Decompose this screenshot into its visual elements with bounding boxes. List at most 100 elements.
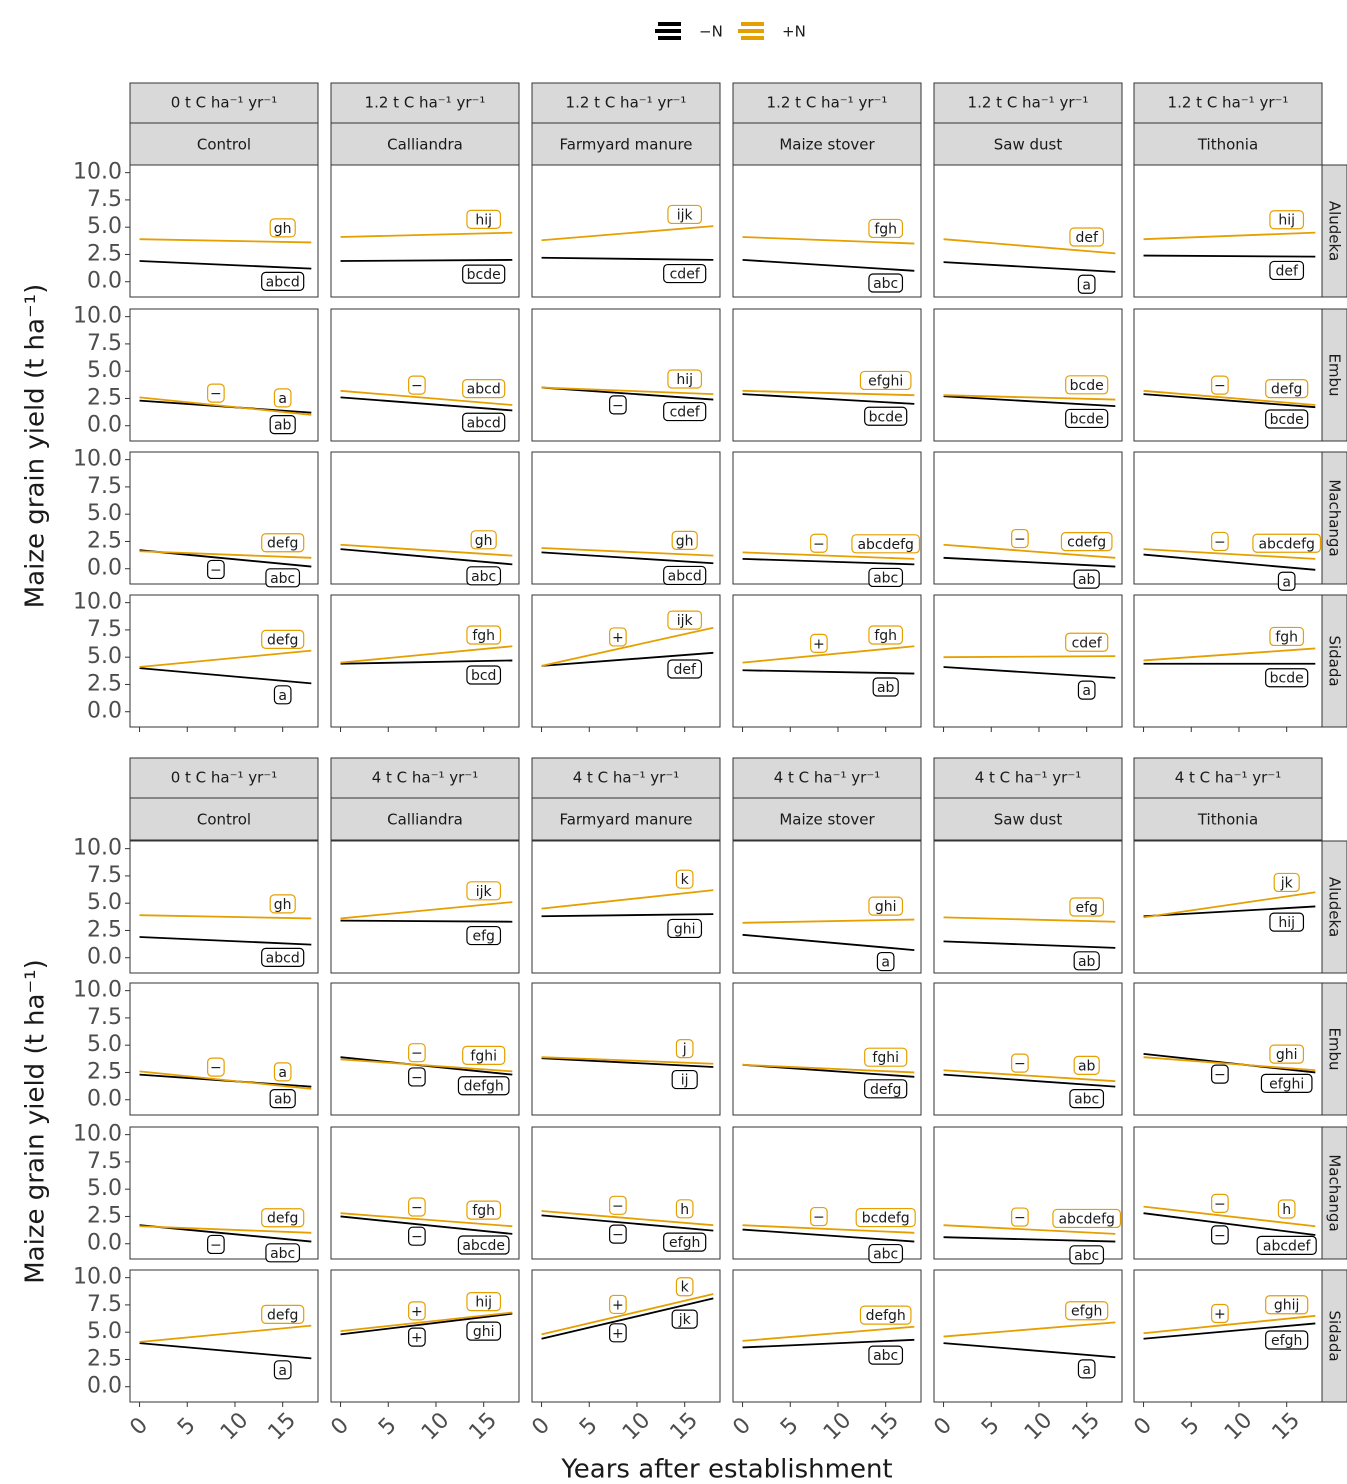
group-letters: j [682, 1042, 687, 1058]
group-letters: fgh [472, 628, 495, 644]
group-letters: def [673, 662, 697, 678]
group-letters-box [671, 1309, 698, 1329]
group-letters-box [1269, 626, 1305, 647]
group-letters: defgh [866, 1308, 906, 1324]
panel [129, 1269, 319, 1403]
row-strip [1321, 982, 1347, 1116]
group-letters-box [1069, 1245, 1105, 1265]
trend-line [541, 913, 714, 918]
trend-line [340, 231, 513, 238]
trend-sign: − [813, 536, 825, 552]
strip-treatment: Tithonia [1197, 136, 1258, 154]
group-letters: abc [873, 1247, 898, 1263]
y-tick-label: 10.0 [73, 590, 122, 615]
trend-sign: − [612, 398, 624, 414]
strip-rate: 0 t C ha⁻¹ yr⁻¹ [171, 769, 278, 787]
x-tick-label: 10 [1020, 1408, 1057, 1445]
y-tick-label: 2.5 [87, 1059, 122, 1084]
group-letters-box [1077, 680, 1096, 700]
group-letters: ij [681, 1073, 689, 1089]
y-tick-label: 2.5 [87, 917, 122, 942]
group-letters-box [667, 659, 703, 679]
trend-line [943, 238, 1116, 255]
strip-rate: 4 t C ha⁻¹ yr⁻¹ [372, 769, 479, 787]
row-strip [1321, 1126, 1347, 1260]
group-letters-box [466, 625, 502, 645]
trend-line [742, 918, 915, 924]
group-letters-box [855, 1207, 916, 1228]
strip-rate: 4 t C ha⁻¹ yr⁻¹ [774, 769, 881, 787]
trend-line [139, 238, 312, 244]
group-letters-box [466, 1292, 502, 1312]
row-label: Machanga [1326, 1154, 1344, 1231]
panel [933, 1269, 1123, 1403]
y-tick-label: 5.0 [87, 644, 122, 669]
y-tick-label: 5.0 [87, 501, 122, 526]
row-strip [1321, 164, 1347, 298]
x-tick-label: 15 [465, 1408, 502, 1445]
group-letters: bcde [1270, 671, 1304, 687]
x-tick-label: 15 [666, 1408, 703, 1445]
group-letters: fgh [472, 1203, 495, 1219]
group-letters-box [273, 1062, 292, 1082]
group-letters: jk [1280, 875, 1294, 891]
group-letters: cdefg [1067, 535, 1106, 551]
group-letters: bcde [467, 267, 501, 283]
group-letters-box [868, 1243, 904, 1264]
group-letters: fgh [874, 221, 897, 237]
trend-line [340, 548, 513, 566]
trend-line [139, 260, 312, 270]
trend-line [139, 936, 312, 946]
group-letters: efgh [669, 1235, 700, 1251]
strip-treatment: Control [197, 811, 251, 829]
y-tick-label: 0.0 [87, 413, 122, 438]
trend-line [1143, 1322, 1316, 1340]
trend-line [541, 1057, 714, 1068]
trend-line [541, 651, 714, 667]
group-letters-box [462, 264, 506, 284]
group-letters: abcdefg [1058, 1211, 1114, 1227]
group-letters: abc [1074, 1248, 1099, 1264]
trend-sign: − [813, 1210, 825, 1226]
group-letters-box [1077, 1359, 1096, 1379]
group-letters-box [1256, 1235, 1317, 1255]
x-tick-label: 10 [819, 1408, 856, 1445]
trend-line [943, 1342, 1116, 1359]
trend-sign-box [609, 1195, 627, 1215]
group-letters-box [1269, 260, 1305, 281]
strip-treatment: Saw dust [994, 136, 1063, 154]
trend-sign: + [813, 636, 825, 652]
group-letters: bcde [1070, 378, 1104, 394]
group-letters-box [667, 204, 703, 225]
group-letters-box [667, 369, 703, 389]
group-letters-box [1073, 951, 1100, 971]
panel [531, 451, 721, 585]
row-label: Sidada [1326, 635, 1344, 686]
group-letters: ghij [1274, 1298, 1300, 1314]
trend-line [1143, 891, 1316, 919]
group-letters-box [466, 209, 502, 229]
trend-line [943, 916, 1116, 923]
group-letters: abcdefg [857, 537, 913, 553]
strip [732, 122, 922, 166]
trend-line [340, 259, 513, 262]
group-letters: efgh [1271, 1333, 1302, 1349]
y-tick-label: 5.0 [87, 1032, 122, 1057]
trend-sign-box [207, 559, 225, 580]
legend-label: +N [782, 23, 806, 41]
group-letters: abcdefg [1258, 536, 1314, 552]
trend-line [742, 393, 915, 405]
group-letters-box [1269, 912, 1305, 932]
panel [1133, 451, 1323, 585]
group-letters: fghi [872, 1050, 899, 1066]
group-letters: jk [678, 1312, 692, 1328]
group-letters: ab [1078, 954, 1096, 970]
group-letters-box [1265, 668, 1309, 688]
group-letters: abcdef [1263, 1238, 1312, 1254]
trend-sign: − [411, 1229, 423, 1245]
group-letters-box [1073, 569, 1100, 589]
group-letters: defg [267, 536, 298, 552]
trend-line [943, 394, 1116, 401]
strip-treatment: Tithonia [1197, 811, 1258, 829]
y-tick-label: 10.0 [73, 836, 122, 861]
